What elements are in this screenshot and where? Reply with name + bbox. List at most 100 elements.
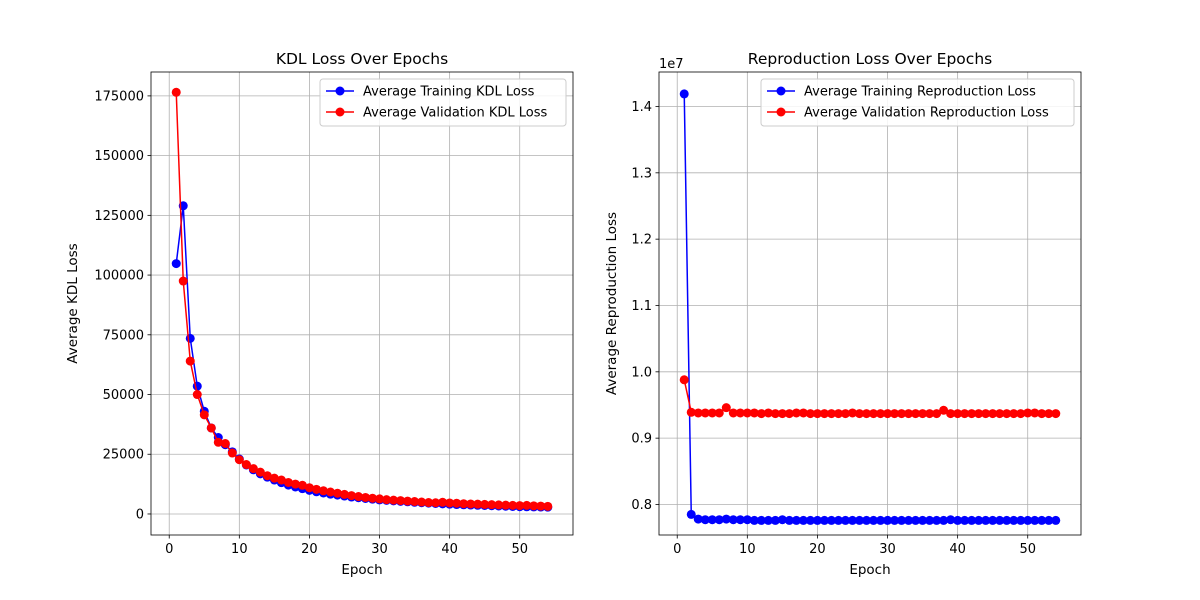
legend: Average Training Reproduction Loss Averag… <box>760 78 1075 127</box>
data-point <box>1037 515 1047 525</box>
data-point <box>346 491 356 501</box>
y-tick-label: 125000 <box>94 209 144 224</box>
data-point <box>897 409 907 419</box>
data-point <box>234 455 244 465</box>
data-point <box>375 494 385 504</box>
data-point <box>728 515 738 525</box>
y-tick-label: 150000 <box>94 149 144 164</box>
data-point <box>304 483 314 493</box>
data-point <box>918 515 928 525</box>
data-point <box>1016 515 1026 525</box>
x-tick-label: 0 <box>165 542 173 557</box>
data-point <box>925 515 935 525</box>
data-point <box>1037 409 1047 419</box>
data-point <box>861 515 871 525</box>
data-point <box>536 501 546 511</box>
data-point <box>735 408 745 418</box>
x-tick-label: 50 <box>511 542 528 557</box>
y-tick-label: 0.8 <box>631 498 652 513</box>
data-point <box>679 375 689 385</box>
legend-box <box>319 78 567 127</box>
data-point <box>714 408 724 418</box>
series-line-2 <box>175 92 548 508</box>
data-point <box>826 515 836 525</box>
data-point <box>1051 515 1061 525</box>
data-point <box>854 409 864 419</box>
data-point <box>988 409 998 419</box>
data-point <box>213 437 223 447</box>
chart-panel-2: 0 10 20 30 40 50 0.8 0.9 1.0 1.1 1.2 1.3 1.4 1e7 Repro… <box>604 50 1082 578</box>
data-point <box>1044 409 1054 419</box>
data-point <box>854 515 864 525</box>
data-point <box>396 496 406 506</box>
x-tick-label: 20 <box>809 542 826 557</box>
y-axis-label: Average Reproduction Loss <box>604 212 620 395</box>
chart-panel-1: 0 10 20 30 40 50 0 25000 50000 75000 100000 125000 1… <box>65 50 574 578</box>
data-point <box>904 515 914 525</box>
data-point <box>939 405 949 415</box>
data-point <box>700 515 710 525</box>
series-line-1 <box>683 93 1056 522</box>
legend-label: Average Training Reproduction Loss <box>804 85 1036 100</box>
data-point <box>1002 409 1012 419</box>
y-tick-label: 1.3 <box>631 166 652 181</box>
data-point <box>515 501 525 511</box>
data-point <box>770 515 780 525</box>
data-point <box>721 514 731 524</box>
data-point <box>777 409 787 419</box>
data-point <box>686 407 696 417</box>
x-tick-label: 30 <box>879 542 896 557</box>
data-point <box>445 498 455 508</box>
data-point <box>368 493 378 503</box>
axis-offset-label: 1e7 <box>659 57 684 72</box>
x-tick-label: 10 <box>739 542 756 557</box>
data-point <box>904 409 914 419</box>
data-point <box>459 499 469 509</box>
data-point <box>735 515 745 525</box>
data-point <box>276 475 286 485</box>
data-point <box>686 509 696 519</box>
data-point <box>679 89 689 99</box>
data-point <box>410 497 420 507</box>
data-point <box>283 477 293 487</box>
data-point <box>939 515 949 525</box>
data-point <box>974 515 984 525</box>
data-point <box>784 515 794 525</box>
data-point <box>932 515 942 525</box>
legend-box <box>760 78 1075 127</box>
data-point <box>171 87 181 97</box>
data-point <box>883 409 893 419</box>
data-point <box>869 515 879 525</box>
data-point <box>770 409 780 419</box>
data-point <box>1023 408 1033 418</box>
x-axis-label: Epoch <box>341 562 382 578</box>
data-point <box>742 515 752 525</box>
data-point <box>967 409 977 419</box>
data-point <box>763 408 773 418</box>
data-point <box>290 479 300 489</box>
y-tick-label: 1.4 <box>631 100 652 115</box>
data-point <box>325 487 335 497</box>
data-point <box>199 410 209 420</box>
axes-frame <box>150 71 574 536</box>
y-tick-label: 50000 <box>103 388 144 403</box>
data-point <box>487 500 497 510</box>
data-point <box>171 259 181 269</box>
data-point <box>1030 515 1040 525</box>
x-tick-label: 0 <box>673 542 681 557</box>
data-point <box>707 515 717 525</box>
data-point <box>339 489 349 499</box>
data-point <box>777 515 787 525</box>
data-point <box>749 515 759 525</box>
data-point <box>911 515 921 525</box>
data-point <box>185 333 195 343</box>
data-point <box>756 515 766 525</box>
x-tick-label: 30 <box>371 542 388 557</box>
data-point <box>819 515 829 525</box>
data-point <box>995 409 1005 419</box>
legend-marker <box>776 86 786 96</box>
data-point <box>819 409 829 419</box>
y-tick-label: 1.1 <box>631 299 652 314</box>
data-point <box>876 515 886 525</box>
data-point <box>332 488 342 498</box>
